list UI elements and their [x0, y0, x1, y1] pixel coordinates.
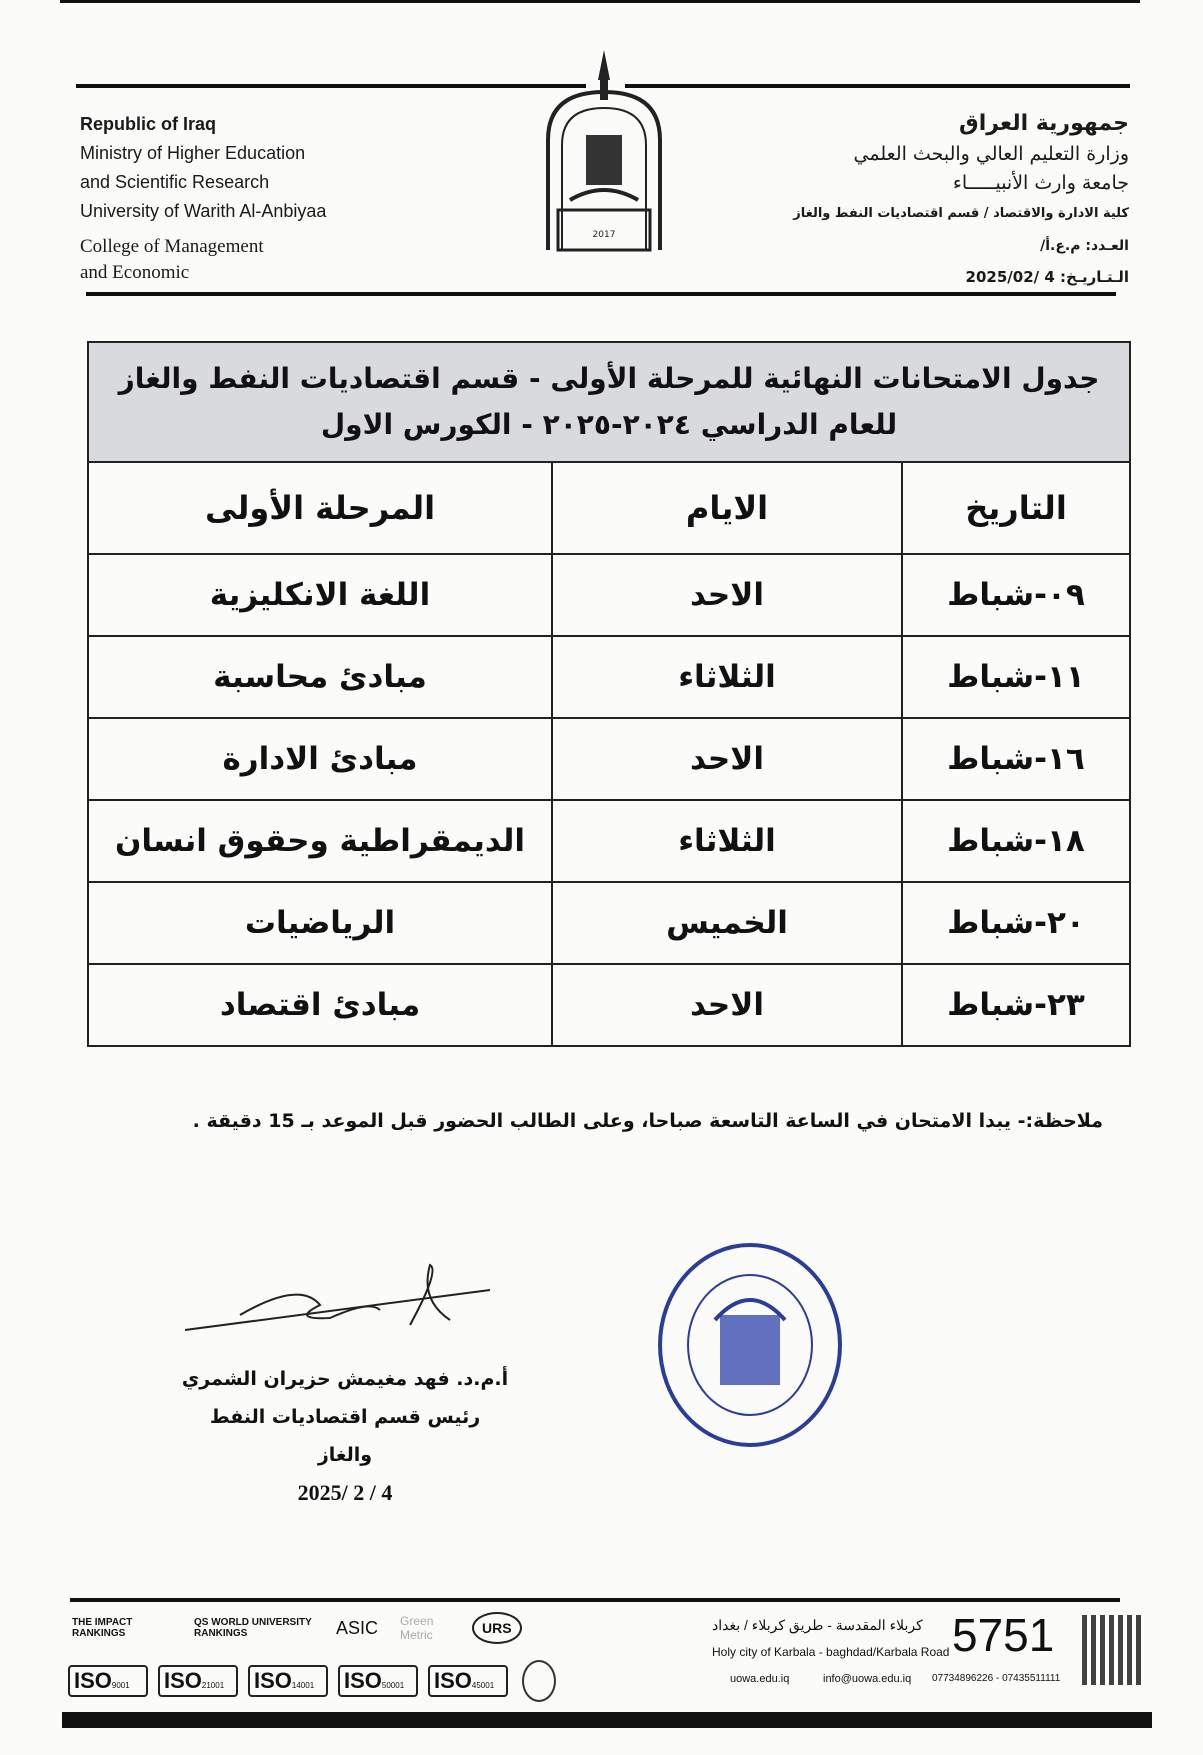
table-row: ١١-شباط الثلاثاء مبادئ محاسبة [87, 635, 1131, 719]
cell-subject: مبادئ الادارة [87, 717, 553, 801]
header-day: الايام [551, 461, 903, 555]
logo-year: 2017 [593, 230, 616, 240]
cell-subject: الرياضيات [87, 881, 553, 965]
header-date: التاريخ [901, 461, 1131, 555]
cell-day: الاحد [551, 717, 903, 801]
cell-day: الثلاثاء [551, 635, 903, 719]
header-right-date: الـتـاريـخ: 4 /2025/02 [965, 268, 1129, 286]
header-left-college-2: and Economic [80, 262, 190, 283]
department-stamp [655, 1240, 845, 1450]
table-row: ٢٠-شباط الخميس الرياضيات [87, 881, 1131, 965]
exam-note: ملاحظة:- يبدا الامتحان في الساعة التاسعة… [192, 1110, 1103, 1132]
header-subject: المرحلة الأولى [87, 461, 553, 555]
header-right-number: العـدد: م.ع.أ/ [1040, 238, 1129, 254]
cell-date: ١١-شباط [901, 635, 1131, 719]
table-row: ١٦-شباط الاحد مبادئ الادارة [87, 717, 1131, 801]
signatory-name: أ.م.د. فهد مغيمش حزيران الشمري [181, 1368, 509, 1390]
university-logo: 2017 [540, 50, 668, 265]
iso-badge: ISO14001 [248, 1665, 328, 1697]
cell-date: ١٨-شباط [901, 799, 1131, 883]
header-bottom-rule [86, 292, 1116, 296]
footer-number: 5751 [952, 1609, 1055, 1661]
urs-logo: URS [472, 1612, 522, 1644]
page-top-edge [60, 0, 1140, 3]
exam-schedule-table: جدول الامتحانات النهائية للمرحلة الأولى … [87, 341, 1131, 1047]
table-title: جدول الامتحانات النهائية للمرحلة الأولى … [87, 341, 1131, 463]
footer-phones: 07734896226 - 07435511111 [932, 1673, 1061, 1684]
cell-date: ٢٠-شباط [901, 881, 1131, 965]
footer-email[interactable]: info@uowa.edu.iq [823, 1673, 912, 1685]
iso-badge: ISO45001 [428, 1665, 508, 1697]
header-left-country: Republic of Iraq [80, 114, 217, 134]
header-right-college: كلية الادارة والاقتصاد / قسم اقتصاديات ا… [793, 206, 1129, 221]
table-row: ٢٣-شباط الاحد مبادئ اقتصاد [87, 963, 1131, 1047]
header-right: جمهورية العراق وزارة التعليم العالي والب… [793, 108, 1129, 292]
header-left: Republic of Iraq Ministry of Higher Educ… [80, 110, 326, 286]
table-row: ١٨-شباط الثلاثاء الديمقراطية وحقوق انسان [87, 799, 1131, 883]
qr-code-icon [1082, 1615, 1144, 1685]
cell-day: الخميس [551, 881, 903, 965]
cell-subject: الديمقراطية وحقوق انسان [87, 799, 553, 883]
header-left-ministry: Ministry of Higher Education [80, 143, 306, 163]
header-left-ministry-2: and Scientific Research [80, 172, 270, 192]
signatory-title: رئيس قسم اقتصاديات النفط والغاز [209, 1406, 481, 1466]
cell-date: ١٦-شباط [901, 717, 1131, 801]
cell-subject: اللغة الانكليزية [87, 553, 553, 637]
qs-rankings-logo: QS WORLD UNIVERSITY RANKINGS [194, 1617, 312, 1639]
greenmetric-logo: Green Metric [400, 1614, 434, 1642]
cell-date: ٠٩-شباط [901, 553, 1131, 637]
impact-rankings-logo: THE IMPACT RANKINGS [72, 1617, 133, 1639]
footer-address-en: Holy city of Karbala - baghdad/Karbala R… [712, 1645, 950, 1659]
iso-badge: ISO9001 [68, 1665, 148, 1697]
seal-icon [522, 1660, 556, 1702]
header-left-college: College of Management [80, 236, 264, 257]
footer-bottom-bar [62, 1712, 1152, 1728]
header-right-university: جامعة وارث الأنبيـــــاء [952, 172, 1129, 194]
footer-rule [70, 1598, 1120, 1602]
header-top-rule-right [625, 84, 1130, 88]
iso-badge: ISO21001 [158, 1665, 238, 1697]
signature-scribble [180, 1260, 500, 1344]
table-row: ٠٩-شباط الاحد اللغة الانكليزية [87, 553, 1131, 637]
asic-logo: ASIC [336, 1617, 379, 1638]
footer-website[interactable]: uowa.edu.iq [730, 1673, 790, 1685]
header-left-university: University of Warith Al-Anbiyaa [80, 201, 327, 221]
table-header-row: التاريخ الايام المرحلة الأولى [87, 461, 1131, 555]
header-right-ministry: وزارة التعليم العالي والبحث العلمي [853, 143, 1129, 165]
signature-block: أ.م.د. فهد مغيمش حزيران الشمري رئيس قسم … [180, 1360, 510, 1512]
footer-rankings: THE IMPACT RANKINGS QS WORLD UNIVERSITY … [72, 1612, 522, 1644]
footer-address-ar: كربلاء المقدسة - طريق كربلاء / بغداد [712, 1617, 923, 1633]
cell-day: الثلاثاء [551, 799, 903, 883]
iso-badge: ISO50001 [338, 1665, 418, 1697]
cell-subject: مبادئ محاسبة [87, 635, 553, 719]
cell-day: الاحد [551, 963, 903, 1047]
header-top-rule [76, 84, 586, 88]
header-right-country: جمهورية العراق [959, 111, 1129, 136]
cell-day: الاحد [551, 553, 903, 637]
signature-date: 2025/ 2 / 4 [297, 1480, 393, 1505]
cell-subject: مبادئ اقتصاد [87, 963, 553, 1047]
cell-date: ٢٣-شباط [901, 963, 1131, 1047]
